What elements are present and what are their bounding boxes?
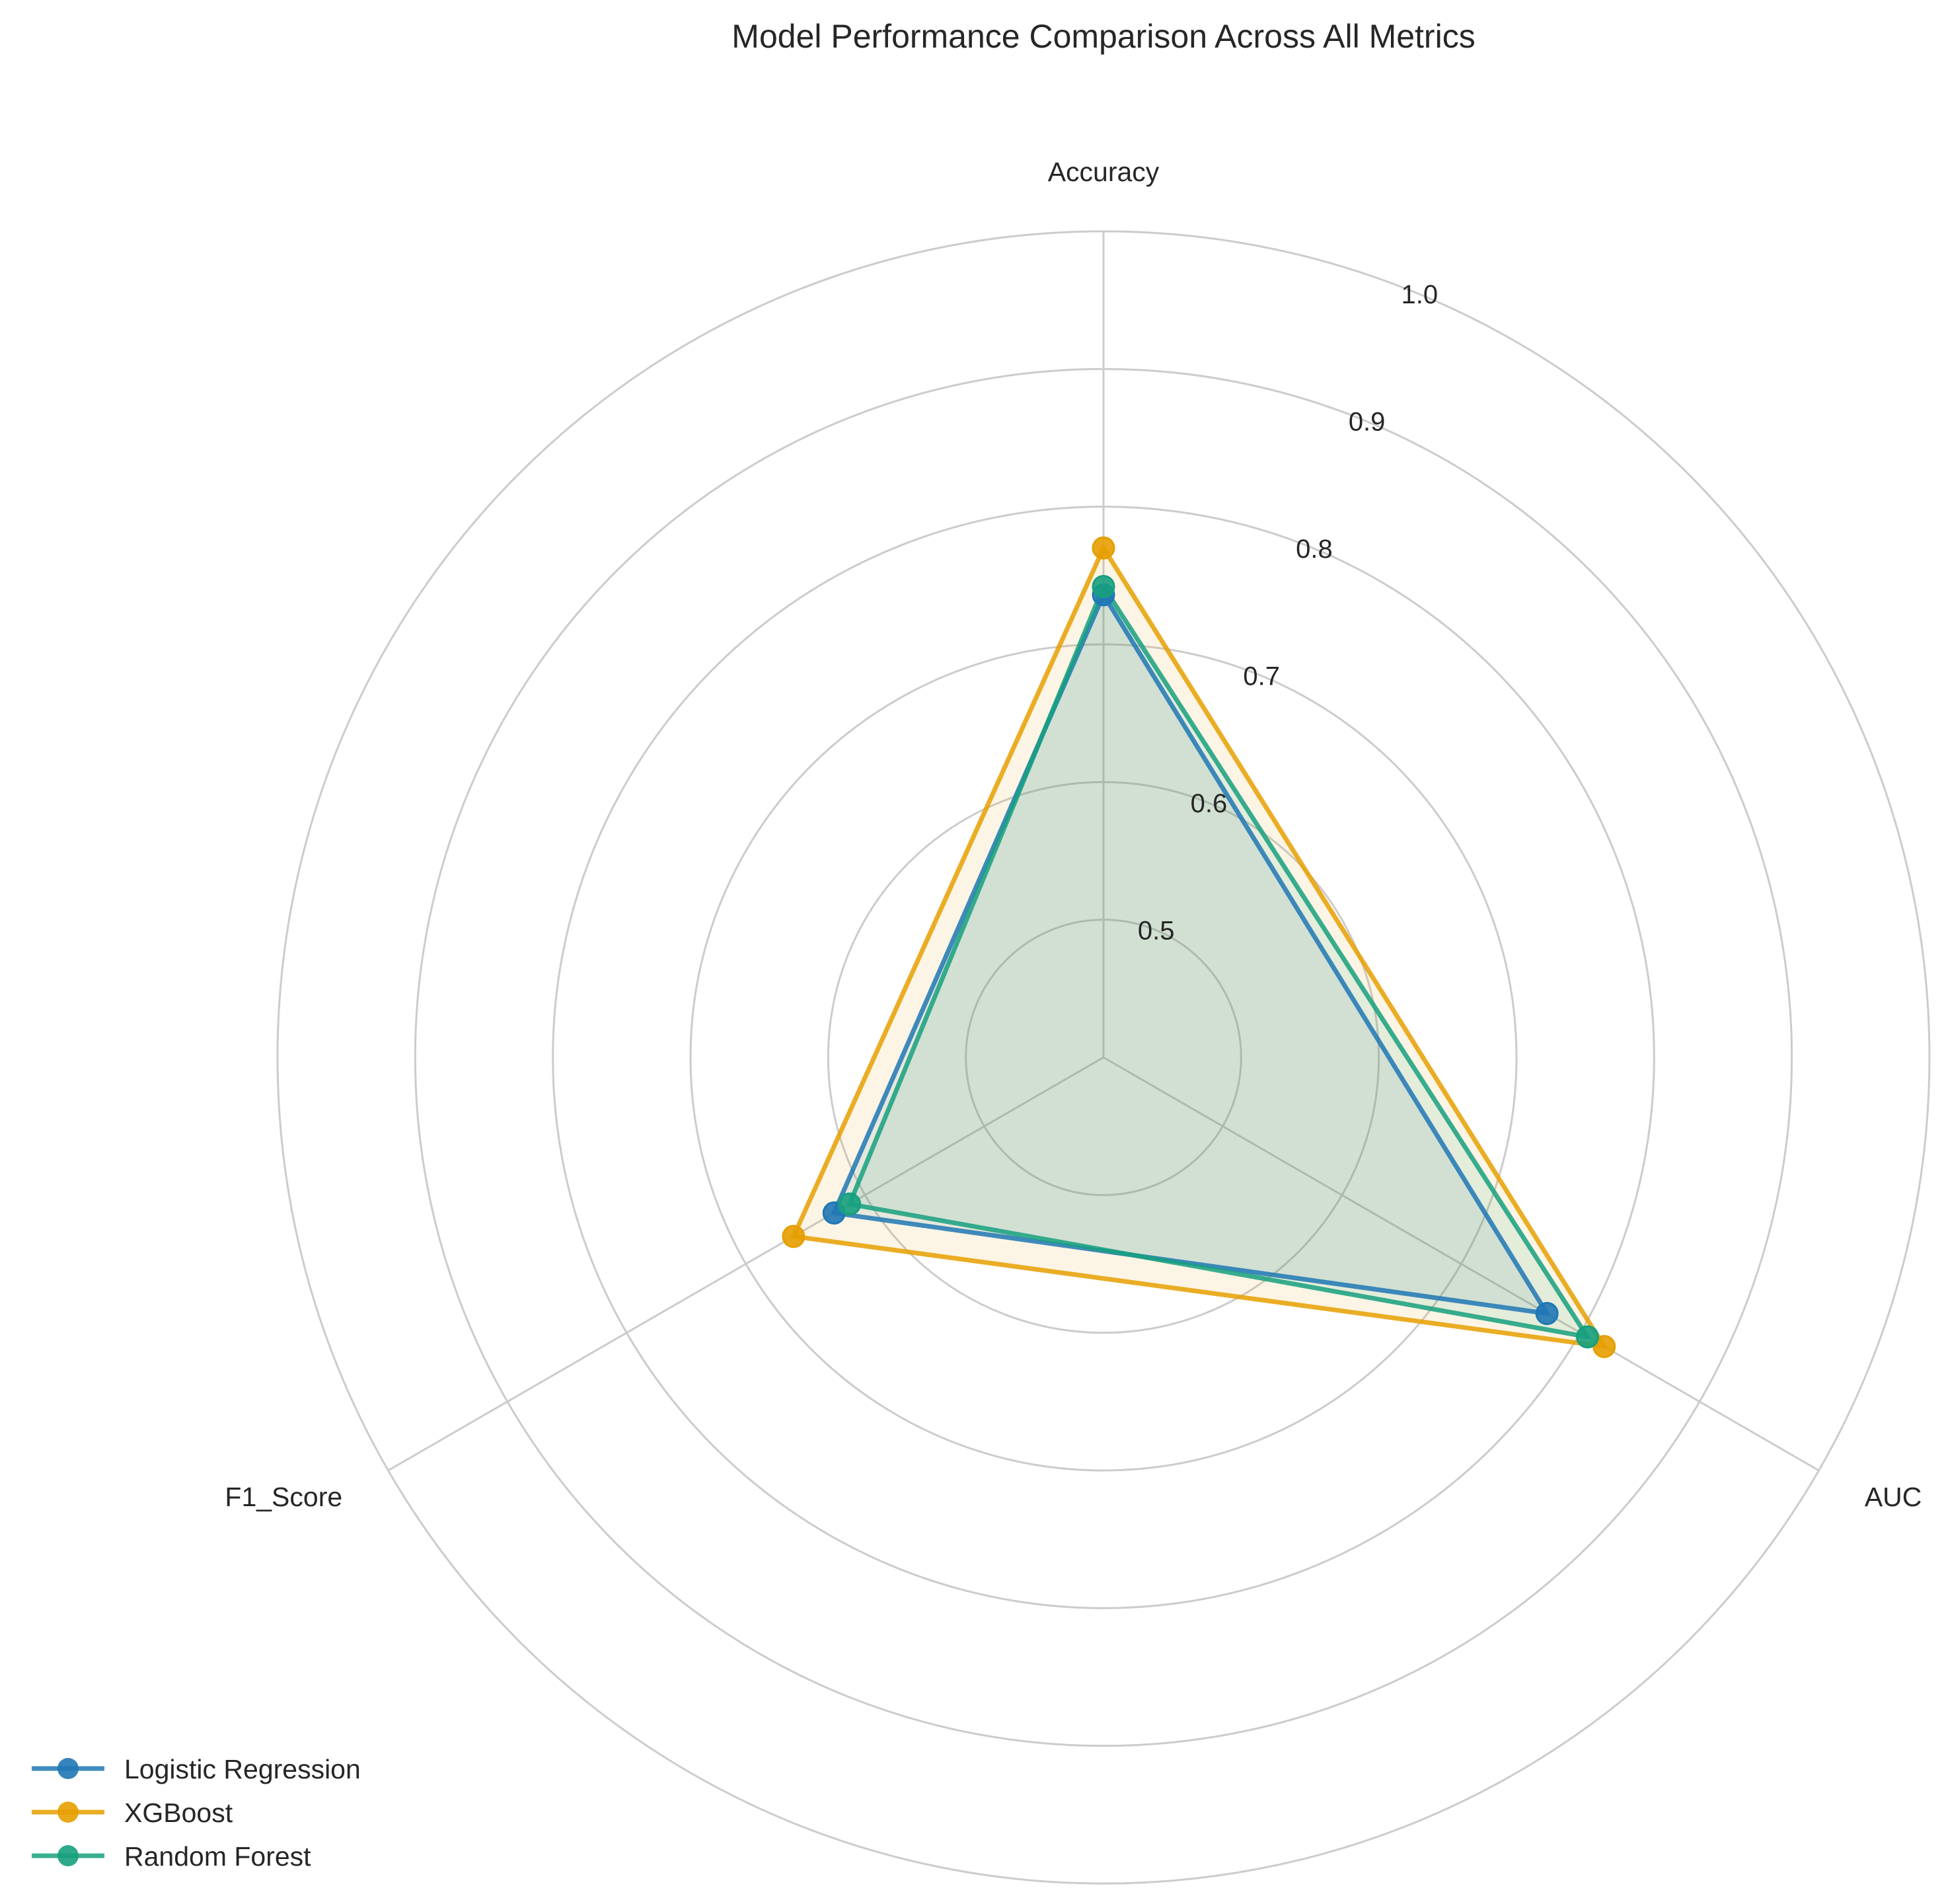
axis-label-auc: AUC (1865, 1482, 1922, 1512)
legend-marker (57, 1845, 79, 1866)
point-random-forest-auc (1576, 1325, 1600, 1349)
point-random-forest-accuracy (1092, 575, 1115, 598)
tick-label: 0.9 (1349, 408, 1386, 437)
legend-item-xgboost: XGBoost (32, 1798, 233, 1828)
axis-label-f1-score: F1_Score (225, 1482, 342, 1512)
point-xgboost-accuracy (1092, 536, 1115, 560)
series-line-random-forest (847, 584, 1590, 1340)
tick-label: 0.8 (1296, 535, 1333, 564)
tick-label: 0.7 (1243, 662, 1280, 691)
series-fill-logistic-regression (834, 595, 1548, 1314)
spoke-f1-score (387, 1056, 1104, 1472)
legend-label: XGBoost (124, 1798, 233, 1828)
radar-grid (276, 230, 1931, 1885)
series-fill-random-forest (849, 586, 1588, 1337)
axis-labels: Accuracy AUC F1_Score (225, 157, 1922, 1512)
series-fill-xgboost (793, 548, 1604, 1347)
legend-item-random-forest: Random Forest (32, 1841, 311, 1872)
chart-title: Model Performance Comparison Across All … (731, 18, 1475, 55)
point-random-forest-f1-score (838, 1192, 862, 1216)
series-fills (793, 548, 1604, 1347)
spoke-auc (1103, 1056, 1820, 1472)
legend-item-logistic-regression: Logistic Regression (32, 1754, 361, 1784)
series-line-xgboost (791, 545, 1607, 1349)
tick-label: 0.6 (1191, 789, 1228, 818)
point-logistic-regression-auc (1535, 1302, 1559, 1325)
axis-label-accuracy: Accuracy (1048, 157, 1160, 187)
legend-label: Random Forest (124, 1841, 311, 1872)
tick-label: 1.0 (1402, 280, 1439, 309)
radial-tick-labels: 0.5 0.6 0.7 0.8 0.9 1.0 (1138, 280, 1438, 945)
point-xgboost-f1-score (782, 1225, 805, 1248)
legend-marker (57, 1758, 79, 1779)
series-markers (782, 536, 1616, 1358)
legend-label: Logistic Regression (124, 1754, 361, 1784)
tick-label: 0.5 (1138, 917, 1175, 946)
legend-marker (57, 1802, 79, 1823)
series-lines (791, 545, 1607, 1349)
legend: Logistic Regression XGBoost Random Forest (32, 1754, 361, 1872)
